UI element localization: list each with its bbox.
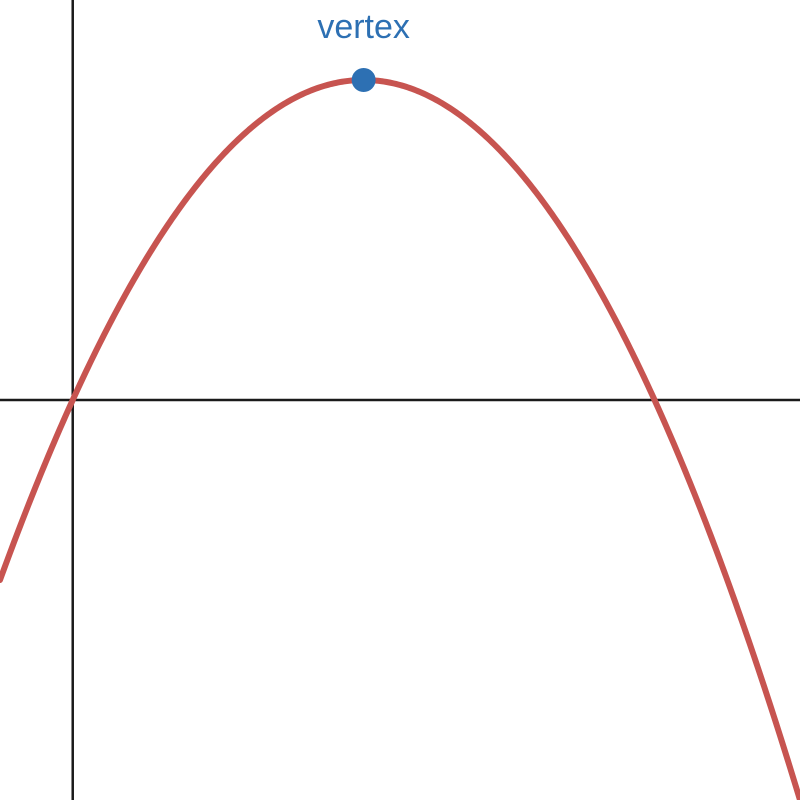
vertex-point[interactable]: [351, 68, 376, 92]
vertex-label: vertex: [317, 8, 410, 46]
parabola-curve: [0, 77, 800, 800]
